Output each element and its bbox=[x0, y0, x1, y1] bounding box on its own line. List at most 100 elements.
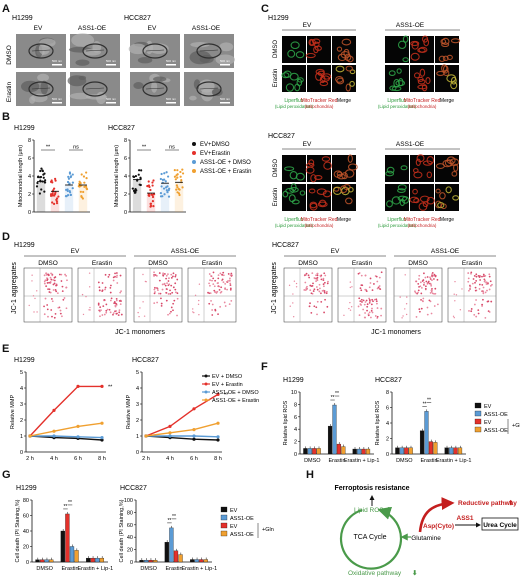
flow-treatment-label: Erastin bbox=[462, 260, 483, 267]
h-reductive-arrow bbox=[418, 497, 455, 533]
h-ass1-label: ASS1 bbox=[457, 515, 474, 522]
significance-label: ** bbox=[423, 401, 427, 407]
series-line bbox=[30, 435, 103, 439]
scatter-point bbox=[42, 173, 45, 176]
y-axis-label: Mitochondrial length (μm) bbox=[18, 145, 24, 207]
chart-title-f1: H1299 bbox=[283, 377, 304, 384]
scatter-point bbox=[40, 188, 43, 191]
series-point bbox=[76, 424, 80, 428]
bar bbox=[35, 559, 40, 563]
y-tick-label: 4 bbox=[136, 386, 139, 392]
scatter-point bbox=[53, 187, 56, 190]
x-tick-label: 8 h bbox=[214, 456, 222, 462]
flow-treatment-label: Erastin bbox=[92, 260, 113, 267]
series-point bbox=[100, 436, 104, 440]
fluorescence-image bbox=[305, 155, 332, 183]
y-tick-label: 80 bbox=[23, 498, 29, 504]
scatter-point bbox=[85, 171, 88, 174]
bar bbox=[153, 559, 158, 563]
fluor-col-ev: EV bbox=[303, 22, 312, 29]
tem-scale-label: 500 nm bbox=[52, 59, 63, 63]
legend-swatch bbox=[474, 410, 482, 417]
scatter-point bbox=[55, 200, 59, 203]
fluor-channel-sublabel: (Mitochondria) bbox=[408, 104, 437, 109]
bar bbox=[148, 559, 153, 563]
y-axis-label: Relative lipid ROS bbox=[283, 400, 289, 445]
scatter-point bbox=[178, 193, 181, 197]
scatter-point bbox=[69, 193, 72, 197]
scatter-point bbox=[163, 193, 166, 196]
y-tick-label: 4 bbox=[28, 174, 31, 180]
significance-label: ** bbox=[142, 145, 147, 151]
series-line bbox=[29, 385, 102, 437]
h-tca-cycle-arc bbox=[339, 506, 403, 570]
scatter-point bbox=[135, 189, 138, 192]
series-point bbox=[100, 438, 104, 442]
y-tick-label: 4 bbox=[294, 427, 297, 433]
fluor-channel-sublabel: (Lipid peroxidation) bbox=[378, 104, 417, 109]
scatter-point bbox=[176, 186, 179, 189]
scatter-point bbox=[79, 190, 82, 193]
mean-bar bbox=[146, 193, 156, 212]
mean-bar bbox=[50, 191, 60, 212]
scatter-point bbox=[176, 169, 179, 172]
cell-label-hcc827-c: HCC827 bbox=[268, 133, 295, 140]
scatter-point bbox=[152, 205, 155, 208]
series-point bbox=[216, 435, 220, 439]
y-tick-label: 80 bbox=[127, 510, 133, 516]
scatter-point bbox=[35, 185, 39, 188]
bar bbox=[169, 527, 174, 563]
legend-swatch bbox=[220, 506, 228, 513]
bar bbox=[408, 447, 413, 455]
scatter-point bbox=[78, 180, 81, 183]
scatter-point bbox=[165, 171, 168, 174]
scatter-point bbox=[36, 181, 39, 185]
legend-label: EV bbox=[484, 404, 492, 410]
scatter-point bbox=[149, 188, 152, 192]
y-tick-label: 2 bbox=[20, 418, 23, 424]
y-tick-label: 40 bbox=[127, 535, 133, 541]
scatter-point bbox=[37, 175, 40, 178]
fluorescence-image bbox=[409, 184, 435, 211]
scatter-point bbox=[67, 177, 71, 180]
scatter-point bbox=[38, 192, 41, 195]
mean-bar bbox=[36, 181, 46, 212]
scatter-point bbox=[159, 191, 163, 195]
scatter-point bbox=[168, 187, 171, 190]
flow-cytometry-plot bbox=[447, 267, 497, 323]
y-tick-label: 3 bbox=[136, 402, 139, 408]
scatter-point bbox=[85, 177, 88, 180]
flow-group-oe: ASS1-OE bbox=[171, 248, 200, 255]
significance-label: ** bbox=[63, 504, 67, 510]
y-tick-label: 8 bbox=[124, 138, 127, 144]
legend-label: EV+Erastin bbox=[200, 151, 230, 157]
scatter-point bbox=[134, 174, 138, 178]
series-point bbox=[52, 408, 56, 412]
scatter-point bbox=[68, 171, 72, 174]
y-tick-label: 60 bbox=[23, 514, 29, 520]
fluorescence-image bbox=[410, 65, 434, 92]
flow-treatment-label: DMSO bbox=[298, 260, 318, 267]
y-tick-label: 6 bbox=[386, 406, 389, 412]
fluor-channel-label: MitoTracker Red bbox=[301, 217, 338, 223]
scatter-point bbox=[181, 172, 185, 175]
bar bbox=[332, 404, 337, 455]
bar bbox=[404, 447, 409, 455]
h-urea-label: Urea Cycle bbox=[483, 522, 517, 529]
y-axis-label: Relative MMP bbox=[126, 395, 132, 430]
fluor-channel-sublabel: (Lipid peroxidation) bbox=[275, 223, 314, 228]
y-tick-label: 4 bbox=[386, 421, 389, 427]
panel-a: H1299 HCC827 EV ASS1-OE EV ASS1-OE DMSO … bbox=[6, 15, 235, 106]
y-tick-label: 0 bbox=[28, 210, 31, 216]
significance-label: ns bbox=[169, 145, 175, 151]
cell-label-hcc827-d: HCC827 bbox=[272, 242, 299, 249]
scatter-point bbox=[179, 170, 182, 174]
significance-label: ** bbox=[46, 145, 51, 151]
fluorescence-image bbox=[281, 65, 306, 92]
y-tick-label: 1 bbox=[20, 434, 23, 440]
fluorescence-image bbox=[282, 183, 306, 211]
col-ev-a1: EV bbox=[34, 25, 43, 32]
cell-label-h1299-d: H1299 bbox=[14, 242, 35, 249]
chart-title-e1: H1299 bbox=[14, 357, 35, 364]
scatter-point bbox=[180, 178, 183, 182]
